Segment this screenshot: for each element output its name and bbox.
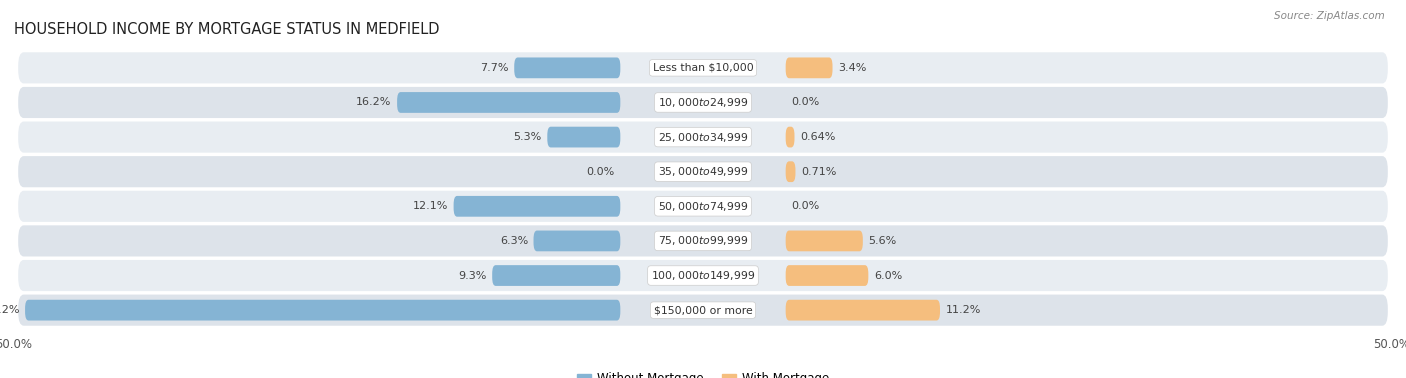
Text: HOUSEHOLD INCOME BY MORTGAGE STATUS IN MEDFIELD: HOUSEHOLD INCOME BY MORTGAGE STATUS IN M… [14,22,440,37]
Text: $150,000 or more: $150,000 or more [654,305,752,315]
FancyBboxPatch shape [786,127,794,147]
FancyBboxPatch shape [18,156,1388,187]
FancyBboxPatch shape [18,260,1388,291]
FancyBboxPatch shape [492,265,620,286]
Text: $25,000 to $34,999: $25,000 to $34,999 [658,130,748,144]
Text: $100,000 to $149,999: $100,000 to $149,999 [651,269,755,282]
Text: 0.64%: 0.64% [800,132,835,142]
Text: 0.0%: 0.0% [792,98,820,107]
Text: Source: ZipAtlas.com: Source: ZipAtlas.com [1274,11,1385,21]
Text: 6.0%: 6.0% [875,271,903,280]
Text: Less than $10,000: Less than $10,000 [652,63,754,73]
FancyBboxPatch shape [786,231,863,251]
Legend: Without Mortgage, With Mortgage: Without Mortgage, With Mortgage [572,367,834,378]
Text: 16.2%: 16.2% [356,98,392,107]
Text: $10,000 to $24,999: $10,000 to $24,999 [658,96,748,109]
FancyBboxPatch shape [18,225,1388,257]
Text: 5.6%: 5.6% [869,236,897,246]
FancyBboxPatch shape [786,300,941,321]
Text: 5.3%: 5.3% [513,132,541,142]
FancyBboxPatch shape [18,121,1388,153]
Text: 3.4%: 3.4% [838,63,866,73]
Text: 12.1%: 12.1% [413,201,449,211]
Text: 0.0%: 0.0% [792,201,820,211]
Text: 0.0%: 0.0% [586,167,614,177]
Text: 9.3%: 9.3% [458,271,486,280]
Text: 0.71%: 0.71% [801,167,837,177]
FancyBboxPatch shape [18,294,1388,326]
FancyBboxPatch shape [786,57,832,78]
FancyBboxPatch shape [786,161,796,182]
FancyBboxPatch shape [25,300,620,321]
FancyBboxPatch shape [515,57,620,78]
FancyBboxPatch shape [547,127,620,147]
Text: 7.7%: 7.7% [481,63,509,73]
Text: 43.2%: 43.2% [0,305,20,315]
FancyBboxPatch shape [533,231,620,251]
Text: 6.3%: 6.3% [499,236,529,246]
FancyBboxPatch shape [18,87,1388,118]
FancyBboxPatch shape [18,52,1388,84]
Text: $35,000 to $49,999: $35,000 to $49,999 [658,165,748,178]
FancyBboxPatch shape [454,196,620,217]
FancyBboxPatch shape [18,191,1388,222]
Text: $75,000 to $99,999: $75,000 to $99,999 [658,234,748,248]
FancyBboxPatch shape [396,92,620,113]
FancyBboxPatch shape [786,265,869,286]
Text: 11.2%: 11.2% [945,305,981,315]
Text: $50,000 to $74,999: $50,000 to $74,999 [658,200,748,213]
